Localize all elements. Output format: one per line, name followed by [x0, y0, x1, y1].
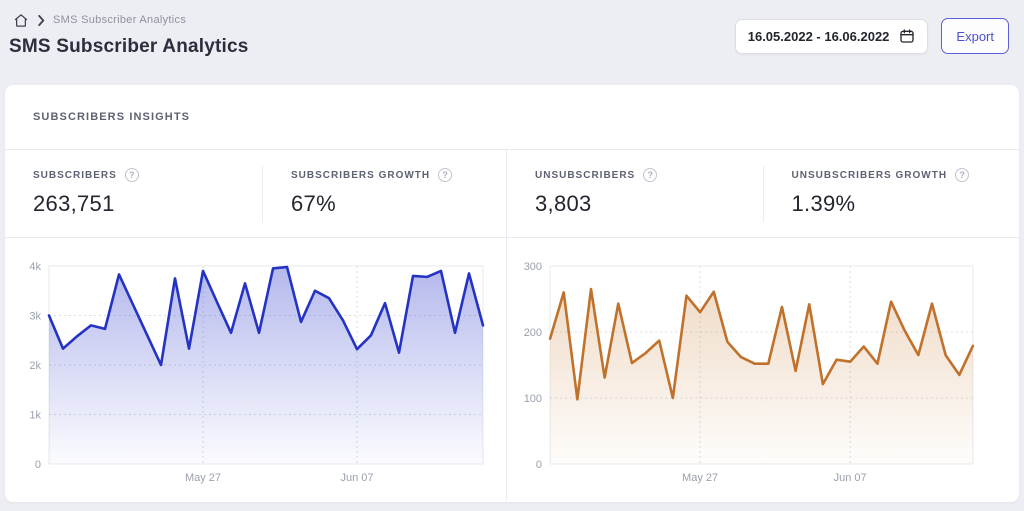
topbar: SMS Subscriber Analytics SMS Subscriber …: [0, 0, 1024, 58]
stat-subscribers-value: 263,751: [33, 191, 115, 216]
stat-unsubscribers-growth-value: 1.39%: [791, 191, 856, 216]
help-icon[interactable]: ?: [438, 168, 453, 182]
x-axis-label: Jun 07: [340, 472, 373, 484]
charts-row: May 27 Jun 07 0 1k 2k 3k 4k May 27 Jun 07 0 100 20…: [5, 238, 1019, 501]
stat-unsubscribers-growth-label: UNSUBSCRIBERS GROWTH: [791, 169, 948, 181]
topbar-controls: 16.05.2022 - 16.06.2022 Export: [734, 18, 1009, 54]
trend-line: [47, 265, 485, 367]
subscribers-chart[interactable]: May 27 Jun 07 0 1k 2k 3k 4k: [5, 238, 506, 501]
date-range-value: 16.05.2022 - 16.06.2022: [747, 28, 890, 44]
help-icon[interactable]: ?: [643, 168, 658, 182]
x-axis-label: Jun 07: [834, 472, 867, 484]
topbar-left: SMS Subscriber Analytics SMS Subscriber …: [9, 12, 249, 58]
y-axis-label: 0: [35, 459, 41, 471]
area-fill: [550, 289, 973, 464]
x-axis-label: May 27: [185, 472, 221, 484]
x-axis-label: May 27: [682, 472, 718, 484]
help-icon[interactable]: ?: [955, 168, 970, 182]
calendar-icon: [899, 28, 915, 44]
stats-row: SUBSCRIBERS ? 263,751 SUBSCRIBERS GROWTH…: [5, 150, 1019, 238]
breadcrumb: SMS Subscriber Analytics: [13, 12, 249, 28]
card-header: SUBSCRIBERS INSIGHTS: [5, 85, 1019, 150]
unsubscribers-chart-panel: May 27 Jun 07 0 100 200 300: [507, 238, 1019, 501]
y-axis-label: 0: [536, 459, 542, 471]
stat-unsubscribers-growth: UNSUBSCRIBERS GROWTH ? 1.39%: [764, 150, 1020, 237]
page-title: SMS Subscriber Analytics: [9, 36, 249, 57]
y-axis-label: 300: [524, 261, 542, 273]
y-axis-label: 200: [524, 327, 542, 339]
area-fill: [49, 266, 483, 464]
stat-subscribers-growth-value: 67%: [291, 191, 336, 216]
stat-subscribers-label: SUBSCRIBERS: [33, 169, 117, 181]
stats-left-half: SUBSCRIBERS ? 263,751 SUBSCRIBERS GROWTH…: [5, 150, 506, 237]
section-title: SUBSCRIBERS INSIGHTS: [33, 111, 191, 123]
stat-unsubscribers-label: UNSUBSCRIBERS: [535, 169, 636, 181]
y-axis-label: 2k: [29, 360, 41, 372]
trend-line: [548, 287, 975, 401]
help-icon[interactable]: ?: [124, 168, 139, 182]
stat-subscribers-growth-label: SUBSCRIBERS GROWTH: [291, 169, 431, 181]
y-axis-label: 4k: [29, 261, 41, 273]
y-axis-label: 100: [524, 393, 542, 405]
stat-subscribers-growth: SUBSCRIBERS GROWTH ? 67%: [263, 150, 506, 237]
export-button[interactable]: Export: [941, 18, 1009, 54]
breadcrumb-separator-icon: [37, 14, 45, 26]
breadcrumb-current[interactable]: SMS Subscriber Analytics: [53, 14, 187, 26]
subscribers-chart-panel: May 27 Jun 07 0 1k 2k 3k 4k: [5, 238, 506, 501]
panel-divider: [506, 238, 507, 501]
stat-divider: [762, 165, 764, 222]
stat-unsubscribers-value: 3,803: [535, 191, 592, 216]
subscribers-insights-card: SUBSCRIBERS INSIGHTS SUBSCRIBERS ? 263,7…: [5, 85, 1019, 502]
date-range-picker[interactable]: 16.05.2022 - 16.06.2022: [734, 18, 929, 54]
stat-divider: [262, 165, 263, 222]
unsubscribers-chart[interactable]: May 27 Jun 07 0 100 200 300: [507, 238, 1019, 501]
stats-right-half: UNSUBSCRIBERS ? 3,803 UNSUBSCRIBERS GROW…: [507, 150, 1019, 237]
stat-unsubscribers: UNSUBSCRIBERS ? 3,803: [507, 150, 763, 237]
home-icon[interactable]: [13, 13, 29, 28]
y-axis-label: 1k: [29, 410, 41, 422]
panel-divider: [506, 150, 507, 237]
stat-subscribers: SUBSCRIBERS ? 263,751: [5, 150, 262, 237]
y-axis-label: 3k: [29, 311, 41, 323]
